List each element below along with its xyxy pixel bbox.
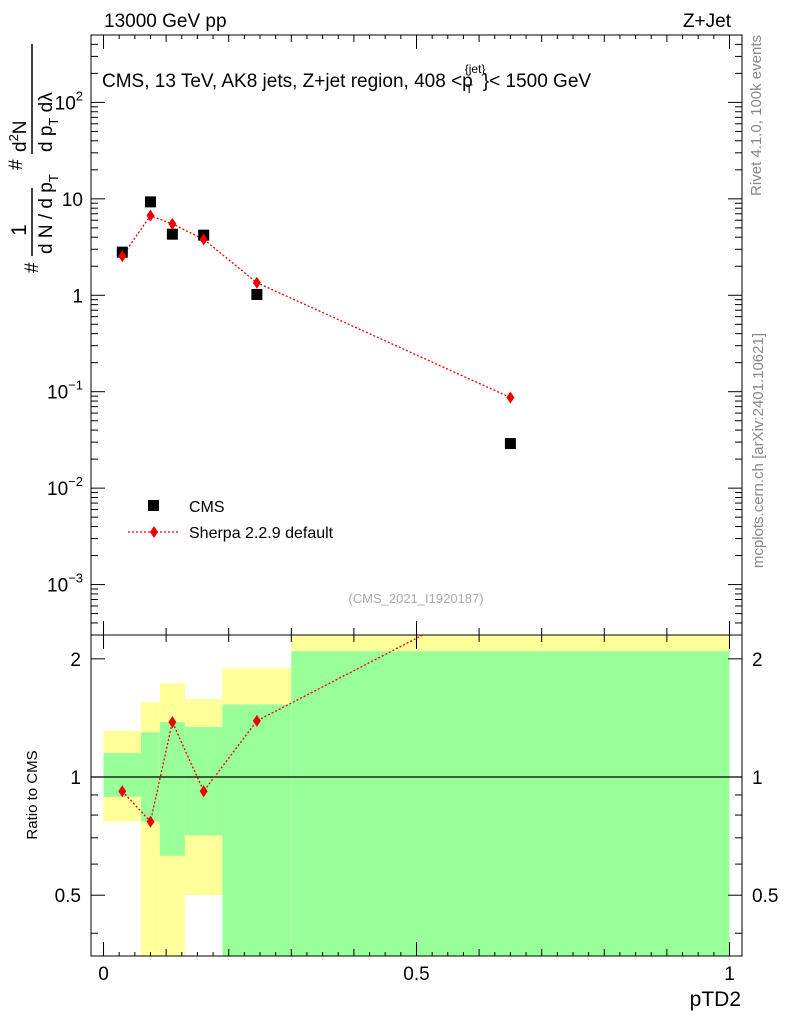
ratio-point xyxy=(199,785,208,798)
cms-point xyxy=(251,288,263,300)
ratio-points xyxy=(118,714,261,828)
y-tick-label: 10−2 xyxy=(47,474,83,500)
ratio-y-label: Ratio to CMS xyxy=(24,750,41,839)
sherpa-point xyxy=(118,250,127,263)
ratio-line xyxy=(121,634,424,823)
sherpa-line xyxy=(121,214,511,399)
y-tick-label: 10 xyxy=(62,190,83,211)
y-tick-label: 10−3 xyxy=(47,571,83,597)
ratio-y-tick-label-right: 1 xyxy=(752,768,763,789)
x-tick-label: 0.5 xyxy=(403,964,429,985)
ratio-band-inner xyxy=(159,722,185,856)
sherpa-point xyxy=(252,276,261,289)
x-tick-label: 0 xyxy=(98,964,109,985)
ratio-bands xyxy=(103,635,730,956)
axis-tick-labels: 0 0.5 1 10−3 10−2 10−1 1 10 102 0.5 0.5 1 1 2 2 xyxy=(47,88,778,985)
svg-text:#: # xyxy=(6,159,27,170)
rivet-label: Rivet 4.1.0, 100k events xyxy=(748,35,765,196)
svg-text:d2N: d2N xyxy=(6,120,31,152)
svg-text:#: # xyxy=(22,262,43,273)
sherpa-polyline xyxy=(121,214,511,399)
ratio-band-inner xyxy=(291,651,730,956)
sherpa-point xyxy=(506,391,515,404)
ratio-band-inner xyxy=(222,704,292,956)
legend: CMS Sherpa 2.2.9 default xyxy=(128,499,334,542)
svg-text:d N / d pT: d N / d pT xyxy=(36,174,61,254)
x-axis-label: pTD2 xyxy=(690,988,741,1011)
ratio-point xyxy=(252,714,261,727)
svg-text:1: 1 xyxy=(8,224,31,236)
cms-point xyxy=(504,438,516,450)
legend-sherpa-label: Sherpa 2.2.9 default xyxy=(189,525,334,542)
ratio-point xyxy=(146,815,155,828)
y-tick-label: 102 xyxy=(55,88,83,114)
ratio-band-gap xyxy=(184,895,223,956)
ratio-y-tick-label: 0.5 xyxy=(55,886,81,907)
cms-point xyxy=(144,196,156,208)
ratio-y-tick-label-right: 2 xyxy=(752,650,763,671)
sherpa-points xyxy=(118,209,515,404)
ratio-point xyxy=(118,785,127,798)
axis-ticks xyxy=(91,34,742,956)
y-tick-label: 10−1 xyxy=(47,378,83,404)
legend-cms-label: CMS xyxy=(189,499,225,516)
chart-title: CMS, 13 TeV, AK8 jets, Z+jet region, 408… xyxy=(102,62,591,96)
ratio-polyline xyxy=(121,634,424,823)
main-panel-frame xyxy=(90,34,743,636)
header-right: Z+Jet xyxy=(683,11,732,32)
cms-point xyxy=(166,228,178,240)
analysis-id: (CMS_2021_I1920187) xyxy=(348,591,483,606)
header-left: 13000 GeV pp xyxy=(104,11,227,32)
ratio-y-tick-label-right: 0.5 xyxy=(752,886,778,907)
ratio-y-tick-label: 2 xyxy=(70,650,81,671)
sherpa-point xyxy=(168,217,177,230)
ratio-band-inner xyxy=(184,727,223,836)
sherpa-point xyxy=(146,209,155,222)
ratio-point xyxy=(168,716,177,729)
legend-cms-marker xyxy=(148,500,159,511)
svg-text:d pT dλ: d pT dλ xyxy=(36,92,61,152)
cms-points xyxy=(116,196,516,450)
ratio-y-tick-label: 1 xyxy=(70,768,81,789)
legend-sherpa-marker xyxy=(150,526,158,538)
sherpa-point xyxy=(199,233,208,246)
mcplots-label: mcplots.cern.ch [arXiv:2401.10621] xyxy=(750,333,767,568)
x-tick-label: 1 xyxy=(724,964,735,985)
y-axis-label: # 1 d N / d pT # d2N d pT dλ xyxy=(6,44,61,273)
y-tick-label: 1 xyxy=(72,286,83,307)
